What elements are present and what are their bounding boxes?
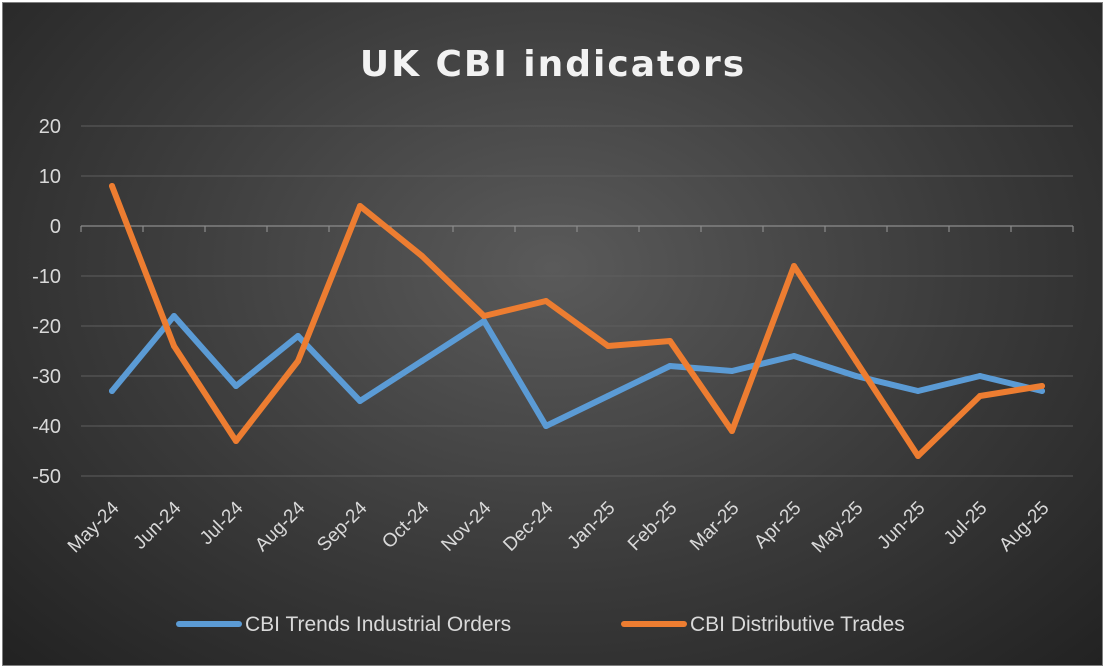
y-tick-label: 20 bbox=[39, 116, 61, 138]
data-point bbox=[295, 358, 301, 364]
data-point bbox=[605, 343, 611, 349]
data-point bbox=[977, 373, 983, 379]
legend: CBI Trends Industrial Orders CBI Distribu… bbox=[176, 613, 905, 636]
y-axis-ticks: 20 10 0 -10 -20 -30 -40 -50 bbox=[32, 116, 61, 488]
data-point bbox=[605, 393, 611, 399]
legend-label: CBI Distributive Trades bbox=[690, 613, 905, 636]
x-tick-label: Jul-24 bbox=[196, 497, 248, 549]
data-point bbox=[171, 313, 177, 319]
gridlines bbox=[81, 125, 1073, 477]
data-point bbox=[667, 363, 673, 369]
x-tick-label: Apr-25 bbox=[750, 498, 805, 553]
data-point bbox=[729, 368, 735, 374]
chart-svg: UK CBI indicators 20 10 0 -10 -20 -30 -40 -50 M… bbox=[32, 44, 1074, 636]
data-point bbox=[109, 183, 115, 189]
data-point bbox=[915, 388, 921, 394]
data-point bbox=[171, 343, 177, 349]
y-tick-label: 10 bbox=[39, 166, 61, 188]
x-tick-label: Dec-24 bbox=[499, 497, 557, 555]
x-tick-label: Mar-25 bbox=[686, 498, 743, 555]
data-point bbox=[977, 393, 983, 399]
y-tick-label: -30 bbox=[32, 366, 61, 388]
x-tick-label: Jun-24 bbox=[130, 497, 186, 553]
data-point bbox=[853, 373, 859, 379]
data-point bbox=[543, 423, 549, 429]
series-line-1 bbox=[109, 313, 1045, 429]
y-tick-label: -50 bbox=[32, 466, 61, 488]
data-point bbox=[357, 203, 363, 209]
chart-title: UK CBI indicators bbox=[360, 44, 746, 85]
data-point bbox=[1039, 388, 1045, 394]
data-point bbox=[1039, 383, 1045, 389]
x-tick-label: Sep-24 bbox=[313, 497, 371, 555]
data-point bbox=[233, 438, 239, 444]
y-tick-label: -40 bbox=[32, 416, 61, 438]
data-point bbox=[915, 453, 921, 459]
y-tick-label: -10 bbox=[32, 266, 61, 288]
data-point bbox=[419, 358, 425, 364]
x-tick-label: Jan-25 bbox=[564, 498, 620, 554]
data-point bbox=[357, 398, 363, 404]
x-tick-label: Aug-25 bbox=[995, 498, 1053, 556]
data-point bbox=[791, 263, 797, 269]
x-tick-label: Aug-24 bbox=[251, 497, 309, 555]
data-point bbox=[233, 383, 239, 389]
data-point bbox=[667, 338, 673, 344]
y-tick-label: -20 bbox=[32, 316, 61, 338]
x-axis bbox=[80, 225, 1074, 232]
data-point bbox=[481, 318, 487, 324]
data-point bbox=[481, 313, 487, 319]
data-point bbox=[853, 358, 859, 364]
x-tick-label: May-24 bbox=[64, 497, 124, 557]
data-point bbox=[295, 333, 301, 339]
x-tick-label: May-25 bbox=[808, 498, 868, 558]
y-tick-label: 0 bbox=[50, 216, 61, 238]
x-tick-label: Jul-25 bbox=[940, 498, 991, 549]
series-lines bbox=[109, 183, 1045, 459]
data-point bbox=[543, 298, 549, 304]
x-tick-label: Jun-25 bbox=[874, 498, 930, 554]
data-point bbox=[109, 388, 115, 394]
data-point bbox=[729, 428, 735, 434]
x-tick-label: Oct-24 bbox=[378, 497, 433, 552]
data-point bbox=[791, 353, 797, 359]
x-tick-label: Feb-25 bbox=[624, 498, 681, 555]
data-point bbox=[419, 253, 425, 259]
series-line-2 bbox=[109, 183, 1045, 459]
x-axis-ticks: May-24 Jun-24 Jul-24 Aug-24 Sep-24 Oct-24 Nov-… bbox=[64, 497, 1054, 557]
x-tick-label: Nov-24 bbox=[437, 497, 495, 555]
legend-label: CBI Trends Industrial Orders bbox=[245, 613, 511, 636]
